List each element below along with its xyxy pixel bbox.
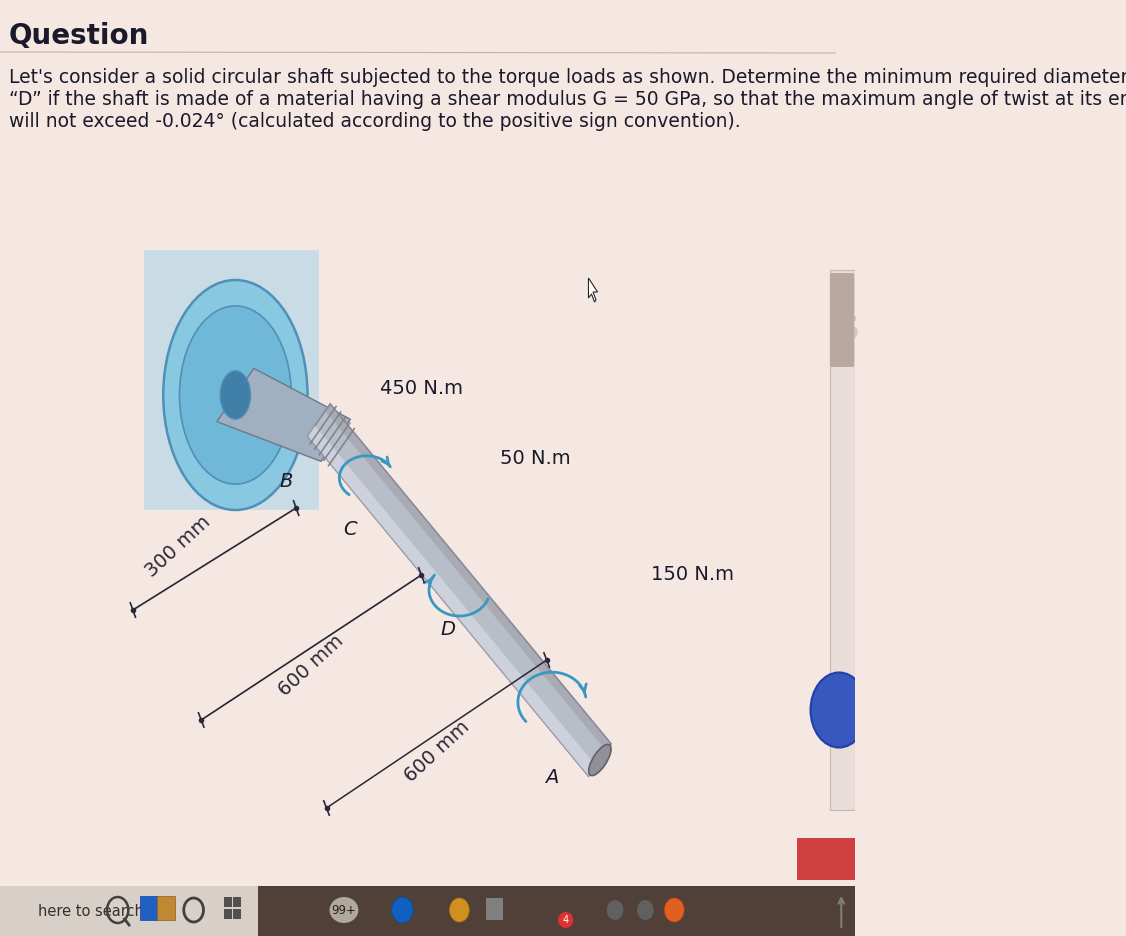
- Ellipse shape: [449, 898, 470, 922]
- Ellipse shape: [330, 897, 358, 923]
- Ellipse shape: [589, 744, 611, 776]
- Text: 4: 4: [563, 915, 569, 925]
- Polygon shape: [325, 403, 611, 751]
- Text: will not exceed -0.024° (calculated according to the positive sign convention).: will not exceed -0.024° (calculated acco…: [9, 112, 741, 131]
- Polygon shape: [307, 403, 611, 776]
- FancyBboxPatch shape: [158, 896, 176, 920]
- Text: 50 N.m: 50 N.m: [500, 448, 570, 467]
- Text: S: S: [835, 314, 859, 346]
- Text: “D” if the shaft is made of a material having a shear modulus G = 50 GPa, so tha: “D” if the shaft is made of a material h…: [9, 90, 1126, 109]
- FancyBboxPatch shape: [224, 909, 232, 919]
- FancyBboxPatch shape: [140, 896, 158, 920]
- FancyBboxPatch shape: [233, 909, 241, 919]
- Text: 150 N.m: 150 N.m: [652, 565, 734, 584]
- FancyBboxPatch shape: [258, 886, 855, 936]
- FancyBboxPatch shape: [830, 270, 855, 810]
- Text: here to search: here to search: [38, 904, 144, 919]
- Text: Let's consider a solid circular shaft subjected to the torque loads as shown. De: Let's consider a solid circular shaft su…: [9, 68, 1126, 87]
- Ellipse shape: [607, 900, 624, 920]
- FancyBboxPatch shape: [830, 273, 855, 367]
- Text: 600 mm: 600 mm: [275, 631, 348, 700]
- Polygon shape: [589, 278, 598, 302]
- Text: 99+: 99+: [331, 903, 357, 916]
- Text: 450 N.m: 450 N.m: [379, 378, 463, 398]
- Text: D: D: [440, 620, 455, 639]
- FancyBboxPatch shape: [224, 897, 232, 907]
- Text: B: B: [279, 472, 293, 491]
- Ellipse shape: [811, 672, 867, 748]
- FancyBboxPatch shape: [0, 886, 258, 936]
- FancyBboxPatch shape: [233, 897, 241, 907]
- Text: 600 mm: 600 mm: [401, 718, 473, 786]
- Ellipse shape: [179, 306, 292, 484]
- Ellipse shape: [163, 280, 307, 510]
- Text: A: A: [545, 768, 558, 787]
- FancyBboxPatch shape: [0, 886, 855, 936]
- Ellipse shape: [637, 900, 654, 920]
- Polygon shape: [144, 250, 319, 510]
- Text: 300 mm: 300 mm: [142, 513, 214, 581]
- Text: C: C: [343, 520, 357, 539]
- Ellipse shape: [664, 898, 685, 922]
- FancyBboxPatch shape: [486, 898, 502, 920]
- FancyBboxPatch shape: [797, 838, 855, 880]
- Ellipse shape: [221, 371, 250, 419]
- Polygon shape: [307, 426, 596, 776]
- Ellipse shape: [392, 897, 413, 923]
- Polygon shape: [217, 369, 350, 461]
- Text: Question: Question: [9, 22, 150, 50]
- Ellipse shape: [558, 912, 573, 928]
